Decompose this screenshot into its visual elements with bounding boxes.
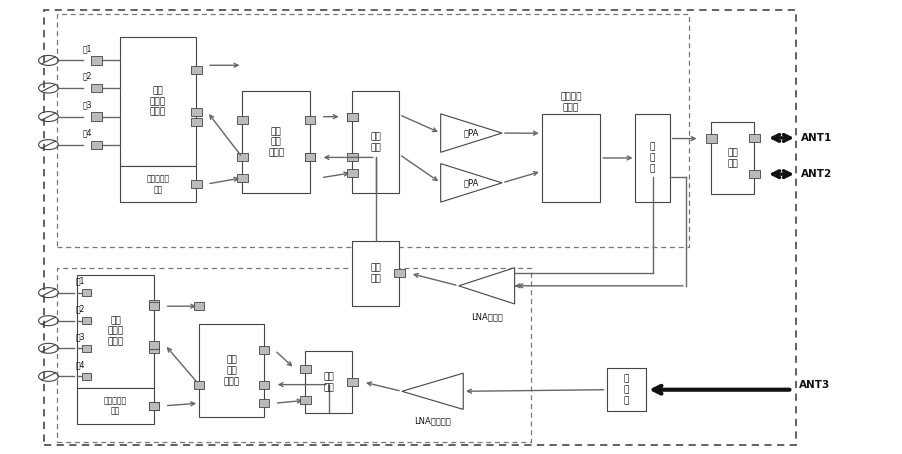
FancyBboxPatch shape [149, 402, 159, 410]
FancyBboxPatch shape [242, 91, 309, 193]
FancyBboxPatch shape [258, 346, 269, 355]
Text: 分合
路器: 分合 路器 [370, 263, 381, 283]
FancyBboxPatch shape [236, 174, 247, 182]
Text: 滤
波
器: 滤 波 器 [623, 375, 629, 405]
FancyBboxPatch shape [193, 380, 204, 389]
FancyBboxPatch shape [82, 289, 91, 296]
FancyBboxPatch shape [193, 302, 204, 310]
FancyBboxPatch shape [78, 388, 154, 424]
Polygon shape [401, 373, 463, 410]
FancyBboxPatch shape [748, 170, 759, 178]
Text: ANT3: ANT3 [797, 380, 829, 390]
Text: 大功率射
频开关: 大功率射 频开关 [559, 93, 581, 113]
Text: 变频
模块
（主）: 变频 模块 （主） [268, 127, 284, 158]
FancyBboxPatch shape [748, 134, 759, 142]
FancyBboxPatch shape [346, 153, 357, 162]
FancyBboxPatch shape [82, 373, 91, 380]
Text: ANT2: ANT2 [800, 169, 832, 179]
FancyBboxPatch shape [258, 380, 269, 389]
FancyBboxPatch shape [705, 134, 716, 143]
FancyBboxPatch shape [91, 141, 102, 149]
Text: 合分集接收
电路: 合分集接收 电路 [104, 396, 127, 416]
FancyBboxPatch shape [149, 300, 159, 308]
FancyBboxPatch shape [91, 113, 102, 121]
Text: LNA（分集）: LNA（分集） [414, 416, 450, 425]
FancyBboxPatch shape [236, 153, 247, 162]
FancyBboxPatch shape [304, 153, 315, 162]
Text: 变频
模块
（备）: 变频 模块 （备） [223, 355, 239, 386]
FancyBboxPatch shape [190, 180, 201, 188]
FancyBboxPatch shape [346, 113, 357, 121]
Text: 光2: 光2 [83, 72, 92, 81]
FancyBboxPatch shape [606, 368, 646, 411]
Text: 数字
中频板
（主）: 数字 中频板 （主） [150, 86, 166, 117]
FancyBboxPatch shape [304, 153, 315, 162]
FancyBboxPatch shape [82, 317, 91, 324]
Text: 光4: 光4 [76, 360, 85, 369]
FancyBboxPatch shape [352, 91, 399, 193]
FancyBboxPatch shape [305, 351, 352, 413]
FancyBboxPatch shape [393, 269, 404, 277]
Text: 分合
路器: 分合 路器 [727, 148, 737, 168]
Polygon shape [440, 114, 502, 153]
Text: 分合
路器: 分合 路器 [370, 132, 381, 152]
FancyBboxPatch shape [149, 345, 159, 353]
Text: 主PA: 主PA [463, 128, 478, 138]
FancyBboxPatch shape [352, 241, 399, 306]
FancyBboxPatch shape [149, 302, 159, 310]
Text: 光3: 光3 [83, 100, 92, 109]
FancyBboxPatch shape [346, 113, 357, 121]
FancyBboxPatch shape [190, 66, 201, 74]
FancyBboxPatch shape [120, 37, 196, 166]
FancyBboxPatch shape [258, 399, 269, 407]
FancyBboxPatch shape [635, 114, 669, 202]
Text: 光1: 光1 [76, 276, 85, 286]
Polygon shape [458, 268, 514, 304]
FancyBboxPatch shape [304, 116, 315, 124]
Text: 光1: 光1 [83, 44, 92, 53]
FancyBboxPatch shape [198, 324, 263, 417]
FancyBboxPatch shape [91, 84, 102, 92]
Text: ANT1: ANT1 [800, 133, 832, 143]
FancyBboxPatch shape [149, 340, 159, 349]
Polygon shape [440, 163, 502, 202]
FancyBboxPatch shape [91, 56, 102, 64]
FancyBboxPatch shape [120, 166, 196, 202]
FancyBboxPatch shape [190, 118, 201, 126]
Text: 合分集接收
电路: 合分集接收 电路 [146, 174, 170, 194]
FancyBboxPatch shape [82, 345, 91, 352]
Text: 数字
中频板
（备）: 数字 中频板 （备） [107, 316, 124, 346]
FancyBboxPatch shape [346, 378, 357, 386]
Text: 光2: 光2 [76, 305, 85, 313]
Text: 备PA: 备PA [463, 178, 478, 188]
FancyBboxPatch shape [236, 116, 247, 124]
Text: 分合
路器: 分合 路器 [323, 372, 334, 392]
FancyBboxPatch shape [299, 365, 310, 373]
Text: 双
工
器: 双 工 器 [649, 143, 655, 173]
FancyBboxPatch shape [711, 122, 753, 194]
FancyBboxPatch shape [190, 108, 201, 116]
Text: LNA（主）: LNA（主） [470, 312, 502, 321]
Text: 光3: 光3 [76, 332, 85, 341]
FancyBboxPatch shape [78, 275, 154, 388]
FancyBboxPatch shape [149, 402, 159, 410]
FancyBboxPatch shape [299, 396, 310, 405]
FancyBboxPatch shape [541, 114, 600, 202]
Text: 光4: 光4 [83, 128, 92, 138]
FancyBboxPatch shape [346, 168, 357, 177]
